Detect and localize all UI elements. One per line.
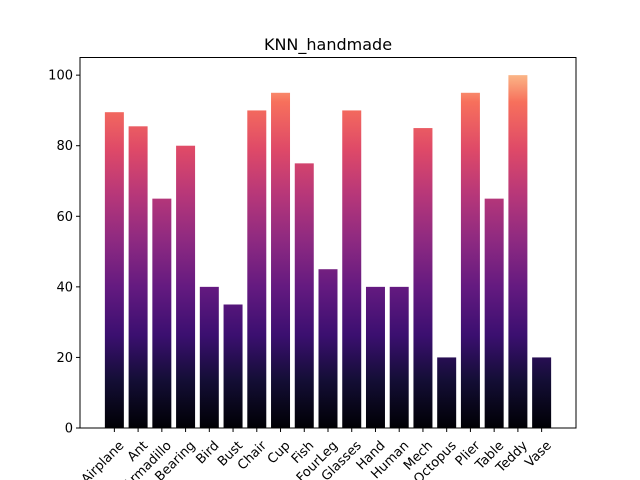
bar-table: [484, 198, 504, 428]
y-tick-label: 80: [56, 139, 73, 154]
x-tick-label: Vase: [522, 438, 554, 470]
plot-frame: [79, 57, 577, 429]
x-axis: AirplaneAntArmadilloBearingBirdBustChair…: [79, 428, 555, 480]
bar-bearing: [176, 145, 196, 428]
y-tick-label: 60: [56, 210, 73, 225]
bar-bird: [199, 286, 219, 428]
bar-bust: [223, 304, 243, 428]
y-tick-label: 40: [56, 280, 73, 295]
bar-fourleg: [318, 269, 338, 428]
bar-airplane: [104, 112, 124, 428]
bar-chair: [247, 110, 267, 428]
y-tick-label: 20: [56, 351, 73, 366]
bar-armadillo: [152, 198, 172, 428]
bar-ant: [128, 126, 148, 429]
bar-fish: [294, 163, 314, 428]
bar-octopus: [437, 357, 457, 428]
bar-glasses: [342, 110, 362, 428]
x-tick-label: Cup: [265, 438, 294, 467]
bar-mech: [413, 128, 433, 429]
y-tick-label: 0: [65, 422, 73, 437]
y-axis: 0 20 40 60 80 100: [48, 69, 80, 437]
bars-group: [104, 75, 552, 429]
bar-human: [389, 286, 409, 428]
bar-teddy: [508, 75, 528, 429]
bar-cup: [271, 92, 291, 429]
bar-hand: [365, 286, 385, 428]
bar-plier: [460, 92, 480, 429]
chart-title: KNN_handmade: [264, 35, 392, 55]
x-tick-label: Airplane: [79, 438, 128, 480]
bar-vase: [532, 357, 552, 428]
y-tick-label: 100: [48, 69, 73, 84]
